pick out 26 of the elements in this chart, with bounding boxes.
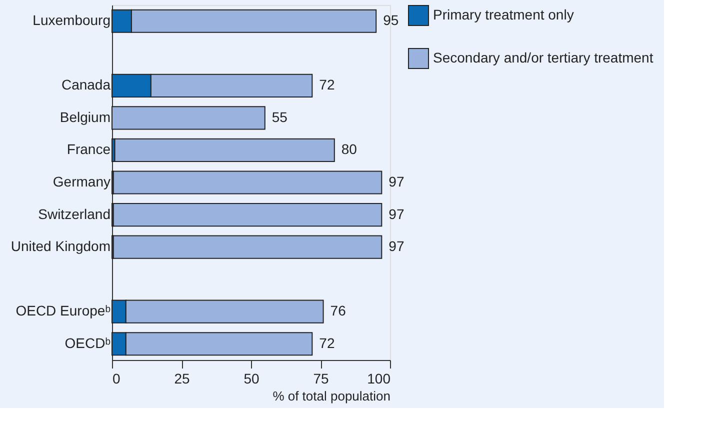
y-tick-label: Belgium [60,108,110,125]
total-label: 97 [388,206,404,222]
legend-label: Secondary and/or tertiary treatment [433,50,654,66]
y-tick-label: Luxembourg [32,12,110,28]
y-tick-label: OECD Europeᵇ [16,302,110,319]
total-label: 72 [319,334,335,351]
y-tick-label: United Kingdom [10,238,110,254]
total-label: 95 [383,12,399,28]
x-tick-label: 0 [112,370,120,386]
x-tick-label: 100 [367,370,391,386]
total-label: 55 [272,108,288,125]
total-label: 97 [388,238,404,254]
x-tick-label: 75 [313,370,329,386]
y-tick-label: France [66,141,111,158]
total-label: 76 [330,302,346,319]
x-tick-label: 25 [174,370,190,386]
total-label: 72 [319,76,335,93]
y-tick-label: Germany [52,174,110,190]
y-tick-label: Switzerland [38,206,110,222]
y-tick-label: Canada [61,76,111,93]
x-tick-label: 50 [244,370,260,386]
legend-label: Primary treatment only [433,6,574,22]
total-label: 80 [341,141,358,158]
total-label: 97 [388,174,404,190]
y-tick-label: OECDᵇ [64,334,110,351]
x-axis-title: % of total population [272,388,390,404]
